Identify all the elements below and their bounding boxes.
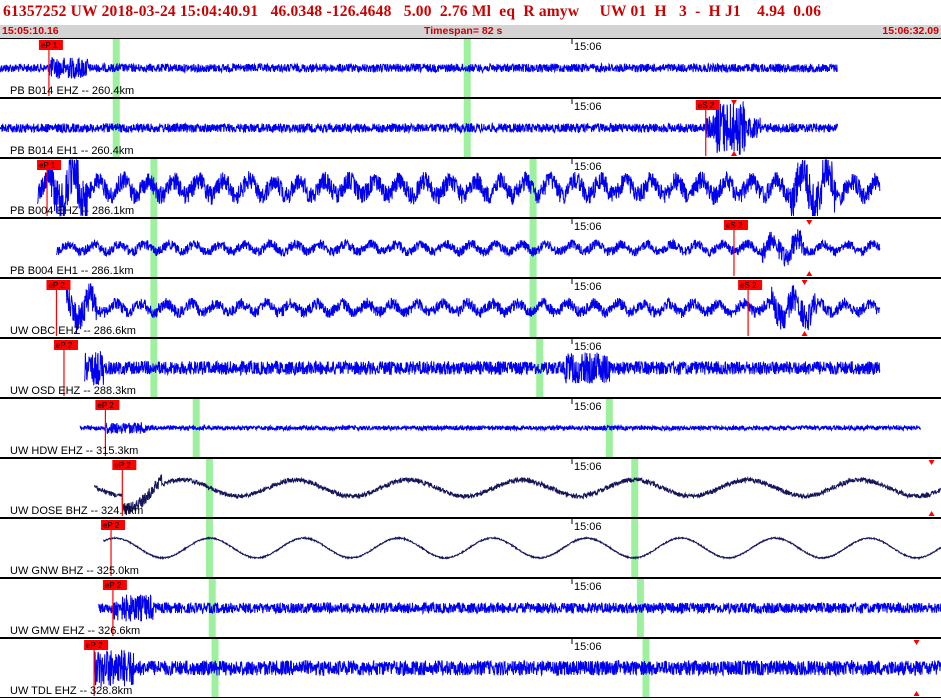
timespan-label: Timespan= 82 s bbox=[424, 25, 503, 37]
channel-label[interactable]: PB B014 EHZ -- 260.4km bbox=[10, 85, 134, 97]
amplitude-marker[interactable] bbox=[806, 220, 813, 225]
channel-label[interactable]: PB B004 EHZ -- 286.1km bbox=[10, 205, 134, 217]
minute-tick-label: 15:06 bbox=[574, 581, 602, 593]
pick-flag[interactable] bbox=[37, 160, 62, 170]
waveform-trace bbox=[56, 229, 881, 267]
pick-label: eS 2 bbox=[740, 281, 757, 290]
waveform-trace bbox=[79, 422, 921, 434]
waveform-trace bbox=[84, 351, 881, 386]
waveform-trace bbox=[65, 281, 881, 334]
waveform-trace bbox=[93, 649, 941, 687]
end-time: 15:06:32.09 bbox=[882, 25, 939, 37]
waveform-trace bbox=[37, 158, 881, 217]
pick-flag[interactable] bbox=[46, 280, 71, 290]
channel-label[interactable]: UW GMW EHZ -- 326.6km bbox=[10, 625, 140, 637]
pick-flag[interactable] bbox=[738, 280, 763, 290]
minute-tick-label: 15:06 bbox=[574, 461, 602, 473]
amplitude-marker[interactable] bbox=[801, 280, 808, 285]
channel-label[interactable]: UW OBC EHZ -- 286.6km bbox=[10, 325, 136, 337]
time-bar: 15:05:10.16 Timespan= 82 s 15:06:32.09 bbox=[0, 25, 941, 38]
channel-label[interactable]: UW GNW BHZ -- 325.0km bbox=[10, 565, 139, 577]
pick-flag[interactable] bbox=[95, 400, 120, 410]
window-marker bbox=[631, 519, 639, 577]
minute-tick-label: 15:06 bbox=[574, 521, 602, 533]
window-marker bbox=[536, 339, 544, 397]
pick-label: eP 2 bbox=[114, 461, 131, 470]
minute-tick-label: 15:06 bbox=[574, 41, 602, 53]
pick-flag[interactable] bbox=[101, 520, 126, 530]
pick-label: eP 2 bbox=[48, 281, 65, 290]
waveform-trace bbox=[103, 535, 941, 561]
pick-label: eP 2 bbox=[105, 581, 122, 590]
amplitude-marker[interactable] bbox=[913, 640, 920, 645]
minute-tick-label: 15:06 bbox=[574, 101, 602, 113]
window-marker bbox=[192, 399, 200, 457]
pick-flag[interactable] bbox=[38, 40, 63, 50]
minute-tick-label: 15:06 bbox=[574, 221, 602, 233]
pick-flag[interactable] bbox=[723, 220, 748, 230]
window-marker bbox=[631, 459, 639, 517]
window-marker bbox=[529, 219, 537, 277]
channel-label[interactable]: UW TDL EHZ -- 328.8km bbox=[10, 685, 132, 697]
pick-label: eP 1 bbox=[41, 41, 58, 50]
event-title: 61357252 UW 2018-03-24 15:04:40.91 46.03… bbox=[3, 3, 822, 20]
amplitude-marker[interactable] bbox=[801, 331, 808, 336]
minute-tick-label: 15:06 bbox=[574, 641, 602, 653]
pick-label: eP 2 bbox=[103, 521, 120, 530]
window-marker bbox=[205, 519, 213, 577]
start-time: 15:05:10.16 bbox=[2, 25, 59, 37]
amplitude-marker[interactable] bbox=[928, 511, 935, 516]
amplitude-marker[interactable] bbox=[806, 271, 813, 276]
amplitude-marker[interactable] bbox=[730, 100, 737, 105]
pick-flag[interactable] bbox=[112, 460, 137, 470]
pick-flag[interactable] bbox=[695, 100, 720, 110]
seismogram-panel[interactable]: 15:06 eP 1 PB B014 EHZ -- 260.4km 15:06 eS 2… bbox=[0, 38, 941, 700]
pick-label: eP 2 bbox=[86, 641, 103, 650]
waveform-trace bbox=[0, 57, 838, 79]
amplitude-marker[interactable] bbox=[928, 460, 935, 465]
amplitude-marker[interactable] bbox=[730, 151, 737, 156]
minute-tick-label: 15:06 bbox=[574, 281, 602, 293]
minute-tick-label: 15:06 bbox=[574, 161, 602, 173]
pick-label: eP 2 bbox=[97, 401, 114, 410]
pick-flag[interactable] bbox=[102, 580, 127, 590]
waveform-trace bbox=[93, 474, 941, 516]
channel-label[interactable]: UW OSD EHZ -- 288.3km bbox=[10, 385, 136, 397]
channel-label[interactable]: UW HDW EHZ -- 315.3km bbox=[10, 445, 138, 457]
minute-tick-label: 15:06 bbox=[574, 341, 602, 353]
channel-label[interactable]: UW DOSE BHZ -- 324.7km bbox=[10, 505, 143, 517]
header: 61357252 UW 2018-03-24 15:04:40.91 46.03… bbox=[0, 0, 941, 38]
pick-flag[interactable] bbox=[84, 640, 109, 650]
channel-label[interactable]: PB B014 EH1 -- 260.4km bbox=[10, 145, 134, 157]
pick-label: eP 1 bbox=[39, 161, 56, 170]
minute-tick-label: 15:06 bbox=[574, 401, 602, 413]
amplitude-marker[interactable] bbox=[913, 691, 920, 696]
waveform-trace bbox=[0, 101, 838, 155]
pick-label: eS 2 bbox=[726, 221, 743, 230]
pick-flag[interactable] bbox=[53, 340, 78, 350]
channel-label[interactable]: PB B004 EH1 -- 286.1km bbox=[10, 265, 134, 277]
waveform-trace bbox=[98, 594, 941, 622]
pick-label: eP 2 bbox=[56, 341, 73, 350]
pick-label: eS 2 bbox=[698, 101, 715, 110]
window-marker bbox=[150, 279, 158, 337]
